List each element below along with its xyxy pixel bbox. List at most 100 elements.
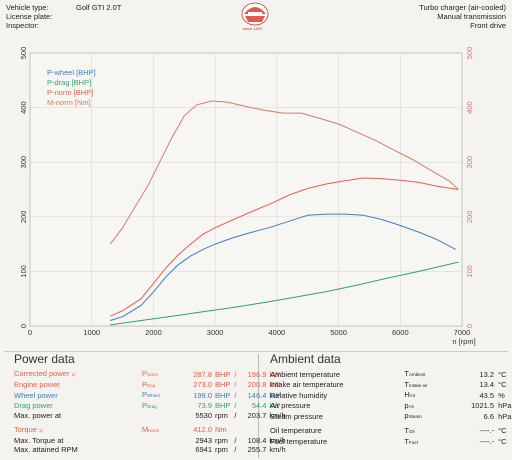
row-value: 273.0 <box>193 380 212 390</box>
y-right-tick-label: 400 <box>465 101 474 114</box>
row-unit: rpm <box>215 411 228 421</box>
table-row: Fuel temperature TFuel ----.- °C <box>270 437 512 448</box>
symbol: TIntake air <box>404 379 428 389</box>
row-name: Fuel temperature <box>270 437 328 447</box>
row-name: Max. Torque at <box>14 435 64 445</box>
row-unit: rpm <box>215 435 228 445</box>
row-value-2: 108.4 <box>247 435 267 445</box>
row-value: 73.9 <box>197 401 212 411</box>
dyno-chart: 0 1000 2000 3000 4000 5000 6000 700001002003004… <box>19 47 476 346</box>
row-value: ----.- <box>479 437 495 447</box>
row-name: Wheel power <box>14 390 58 400</box>
footnote-mark: 1) <box>71 372 76 377</box>
ambient-data-panel: Ambient data Ambient temperature TAmbient… <box>270 352 512 447</box>
row-value-2: 196.9 <box>247 369 267 379</box>
symbol-subscript: Steam <box>408 414 422 420</box>
symbol: pAir <box>404 400 415 410</box>
separator: / <box>234 435 237 445</box>
row-unit: BHP <box>215 390 231 400</box>
vehicle-type-label: Vehicle type: <box>6 3 49 12</box>
row-unit: Nm <box>215 425 227 435</box>
separator: / <box>234 401 237 411</box>
logo-year: since 1992 <box>243 26 263 31</box>
power-data-panel: Power data Corrected power 1) PNorm 287.8 B… <box>14 352 288 455</box>
separator: / <box>234 445 237 455</box>
row-unit: hPa <box>498 411 512 421</box>
inspector-label: Inspector: <box>6 21 39 30</box>
ambient-data-title: Ambient data <box>270 352 341 366</box>
symbol-subscript: Eng <box>147 382 156 388</box>
row-name: Torque 1) <box>14 424 44 434</box>
separator: / <box>234 390 237 400</box>
row-value: ----.- <box>479 426 495 436</box>
row-value-2: 54.4 <box>251 401 267 411</box>
row-unit-2: km/h <box>269 411 286 421</box>
symbol: pSteam <box>404 411 422 421</box>
symbol: PNorm <box>142 369 159 378</box>
y-right-tick-label: 0 <box>465 324 474 328</box>
symbol: TAmbient <box>404 369 426 378</box>
vehicle-info: Vehicle type: Golf GTI 2.0T License plate… <box>6 3 121 30</box>
table-row: Air pressure pAir 1021.5 hPa <box>270 401 512 412</box>
info-line-2: Manual transmission <box>437 12 506 21</box>
row-value: 5530 <box>195 411 212 421</box>
table-row: Relative humidity HAir 43.5% <box>270 390 512 401</box>
legend-entry: P-wheel [BHP] <box>47 68 96 77</box>
row-value: 199.0 <box>193 390 212 400</box>
footnote-mark: 1) <box>39 427 44 433</box>
series-line-3 <box>109 100 459 245</box>
row-name: Max. power at <box>14 411 62 421</box>
row-value: 13.2 <box>479 369 495 379</box>
symbol: HAir <box>404 390 416 400</box>
table-row: Wheel power PWheel 199.0 BHP/ 146.4 kW <box>14 390 288 401</box>
section-divider <box>4 351 508 352</box>
separator: / <box>234 369 237 379</box>
symbol-subscript: Wheel <box>147 393 160 399</box>
table-row: Drag power PDrag 73.9 BHP/ 54.4 kW <box>14 401 288 412</box>
power-data-title: Power data <box>14 352 75 366</box>
row-value-2: 200.8 <box>247 380 267 390</box>
row-name: Steam pressure <box>270 411 323 421</box>
vehicle-type-value: Golf GTI 2.0T <box>76 3 122 12</box>
legend-entry: P-norm [BHP] <box>47 88 94 97</box>
row-unit: BHP <box>215 380 231 390</box>
table-row: Max. attained RPM 6941 rpm / 255.7 km/h <box>14 445 288 455</box>
row-value: 2943 <box>195 435 212 445</box>
symbol-subscript: Drag <box>147 403 157 409</box>
table-row: Intake air temperature TIntake air 13.4 °C <box>270 380 512 391</box>
symbol: TOil <box>404 425 415 435</box>
symbol-subscript: Intake air <box>408 382 428 388</box>
legend-entry: P-drag [BHP] <box>47 78 92 87</box>
y-left-tick-label: 200 <box>19 211 28 224</box>
symbol <box>142 436 186 446</box>
row-unit: °C <box>498 369 507 379</box>
symbol <box>142 411 186 421</box>
row-value: 412.0 <box>193 425 212 435</box>
x-axis-label: n [rpm] <box>452 337 475 346</box>
row-unit: rpm <box>215 445 228 455</box>
row-name: Engine power <box>14 380 60 390</box>
row-name: Ambient temperature <box>270 369 341 379</box>
row-value: 6.6 <box>483 411 495 421</box>
row-unit-2: km/h <box>269 435 286 445</box>
row-value-2 <box>240 425 266 436</box>
table-row: Corrected power 1) PNorm 287.8 BHP/ 196.9 kW <box>14 369 288 380</box>
row-value: 43.5 <box>479 390 495 400</box>
separator: / <box>234 380 237 390</box>
y-left-tick-label: 500 <box>19 47 28 60</box>
row-unit-2: km/h <box>269 445 286 455</box>
y-right-tick-label: 500 <box>465 47 474 60</box>
row-value-2: 255.7 <box>247 445 267 455</box>
row-unit: °C <box>498 437 507 447</box>
plot-area <box>29 52 463 327</box>
row-name: Corrected power 1) <box>14 369 76 378</box>
panel-divider <box>258 354 259 458</box>
symbol-subscript: Norm <box>147 372 159 377</box>
license-plate-label: License plate: <box>6 12 53 21</box>
separator <box>230 425 240 436</box>
symbol-subscript: Oil <box>408 428 415 434</box>
table-row: Ambient temperature TAmbient 13.2 °C <box>270 369 512 380</box>
x-tick-label: 5000 <box>330 328 347 337</box>
row-unit: BHP <box>215 369 231 379</box>
y-left-tick-label: 100 <box>19 265 28 278</box>
